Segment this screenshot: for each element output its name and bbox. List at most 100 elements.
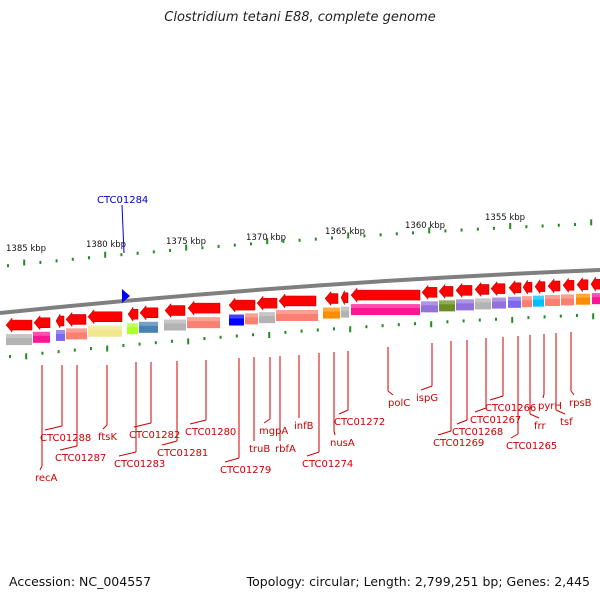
gene-arrow[interactable] xyxy=(278,293,317,309)
gene-arrow[interactable] xyxy=(228,297,256,313)
gene-leader-line xyxy=(59,445,78,451)
gene-arrow[interactable] xyxy=(324,290,339,307)
cog-segment[interactable] xyxy=(421,301,438,313)
gene-arrow[interactable] xyxy=(590,276,600,293)
gene-arrow[interactable] xyxy=(164,302,186,319)
gene-arrow[interactable] xyxy=(139,305,159,321)
gene-arrow[interactable] xyxy=(87,309,123,325)
cog-segment[interactable] xyxy=(522,296,532,308)
cog-segment[interactable] xyxy=(475,298,491,310)
gene-label[interactable]: CTC01287 xyxy=(55,453,106,464)
gene-label[interactable]: truB xyxy=(249,444,270,455)
gene-leader-line xyxy=(118,451,137,457)
cog-segment[interactable] xyxy=(245,313,258,325)
gene-arrow[interactable] xyxy=(340,290,349,305)
cog-segment[interactable] xyxy=(56,329,65,341)
gene-label[interactable]: CTC01281 xyxy=(157,448,208,459)
gene-label[interactable]: CTC01288 xyxy=(40,433,91,444)
scale-label: 1360 kbp xyxy=(405,221,445,231)
gene-arrow[interactable] xyxy=(562,277,575,294)
cog-segment[interactable] xyxy=(88,325,122,337)
gene-arrow[interactable] xyxy=(127,306,139,322)
gene-arrow[interactable] xyxy=(350,287,421,303)
cog-segment-shine xyxy=(245,313,258,318)
cog-segment[interactable] xyxy=(323,307,340,319)
gene-leader-line xyxy=(510,433,519,439)
lower-ticks xyxy=(9,313,595,360)
gene-arrow[interactable] xyxy=(522,279,533,296)
gene-arrow[interactable] xyxy=(508,280,522,296)
cog-segment-shine xyxy=(187,317,220,322)
cog-segment-shine xyxy=(351,304,420,309)
cog-segment-shine xyxy=(323,307,340,312)
cog-segment-shine xyxy=(33,331,50,336)
cog-segment[interactable] xyxy=(66,328,87,340)
gene-leader-line xyxy=(555,409,566,415)
cog-segment[interactable] xyxy=(341,306,349,318)
gene-label[interactable]: pyrH xyxy=(538,401,562,412)
cog-segment[interactable] xyxy=(33,331,50,343)
cog-segment[interactable] xyxy=(439,300,455,312)
cog-segment[interactable] xyxy=(545,295,560,307)
cog-segment[interactable] xyxy=(592,293,600,305)
highlight-label[interactable]: CTC01284 xyxy=(97,195,148,206)
highlight-feature[interactable]: CTC01284 xyxy=(97,195,148,303)
cog-segment[interactable] xyxy=(139,321,158,333)
gene-arrow[interactable] xyxy=(421,284,438,301)
gene-label[interactable]: CTC01265 xyxy=(506,441,557,452)
gene-label[interactable]: CTC01282 xyxy=(129,430,180,441)
cog-segment[interactable] xyxy=(561,294,574,306)
highlight-leader-line xyxy=(121,204,125,254)
gene-arrow[interactable] xyxy=(438,283,454,300)
cog-segment[interactable] xyxy=(533,295,544,307)
gene-label[interactable]: ftsK xyxy=(98,432,117,443)
cog-segment[interactable] xyxy=(229,314,244,326)
gene-arrow[interactable] xyxy=(576,276,589,293)
gene-label[interactable]: CTC01279 xyxy=(220,465,271,476)
gene-label[interactable]: CTC01274 xyxy=(302,459,353,470)
cog-segment[interactable] xyxy=(127,323,138,335)
gene-arrow[interactable] xyxy=(5,317,33,333)
gene-label[interactable]: recA xyxy=(35,473,58,484)
gene-label[interactable]: CTC01266 xyxy=(485,403,536,414)
gene-label[interactable]: nusA xyxy=(330,438,355,449)
cog-segment[interactable] xyxy=(6,334,32,346)
gene-label[interactable]: tsf xyxy=(560,417,573,428)
cog-segment[interactable] xyxy=(456,299,474,311)
gene-label[interactable]: CTC01268 xyxy=(452,427,503,438)
cog-segment[interactable] xyxy=(351,304,420,316)
gene-arrow[interactable] xyxy=(547,278,561,294)
cog-segment[interactable] xyxy=(259,312,275,324)
gene-leader-line xyxy=(529,413,540,419)
gene-label[interactable]: polC xyxy=(388,398,410,409)
gene-label[interactable]: CTC01280 xyxy=(185,427,236,438)
gene-label[interactable]: CTC01272 xyxy=(334,417,385,428)
gene-leader-line xyxy=(333,430,336,436)
gene-arrow[interactable] xyxy=(490,280,506,297)
cog-segment[interactable] xyxy=(164,319,186,331)
gene-arrow[interactable] xyxy=(474,281,490,298)
gene-label[interactable]: rpsB xyxy=(569,398,592,409)
gene-label[interactable]: ispG xyxy=(416,393,438,404)
gene-label[interactable]: CTC01283 xyxy=(114,459,165,470)
gene-arrow[interactable] xyxy=(256,295,278,311)
gene-arrow[interactable] xyxy=(33,315,51,331)
cog-strip xyxy=(6,293,600,346)
cog-segment[interactable] xyxy=(276,309,318,321)
cog-segment[interactable] xyxy=(576,293,590,305)
gene-label[interactable]: rbfA xyxy=(275,444,296,455)
cog-segment[interactable] xyxy=(508,296,521,308)
gene-arrow[interactable] xyxy=(534,278,546,295)
gene-arrow[interactable] xyxy=(55,313,65,329)
gene-label[interactable]: CTC01269 xyxy=(433,438,484,449)
gene-arrow[interactable] xyxy=(187,300,221,316)
gene-label[interactable]: infB xyxy=(294,421,314,432)
gene-label[interactable]: mgpA xyxy=(259,426,288,437)
cog-segment[interactable] xyxy=(187,317,220,329)
gene-label[interactable]: CTC01267 xyxy=(470,415,521,426)
gene-arrow[interactable] xyxy=(455,282,473,299)
cog-segment[interactable] xyxy=(492,297,506,309)
cog-segment-shine xyxy=(276,309,318,314)
gene-label[interactable]: frr xyxy=(534,421,546,432)
gene-arrow[interactable] xyxy=(65,311,87,328)
